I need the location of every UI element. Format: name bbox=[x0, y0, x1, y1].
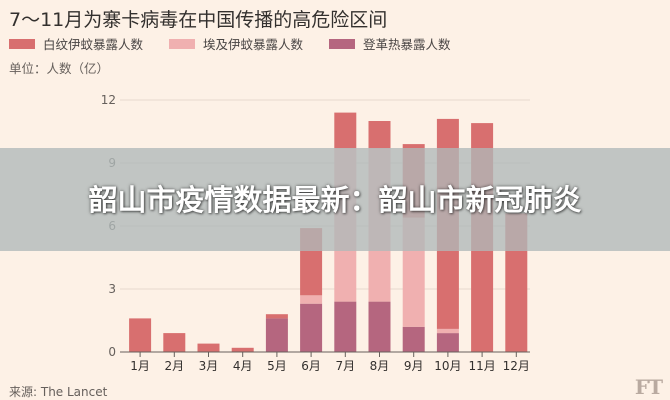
bar-segment bbox=[129, 318, 152, 352]
bar-segment bbox=[402, 326, 425, 352]
x-tick-label: 10月 bbox=[434, 359, 461, 373]
unit-label: 单位：人数（亿） bbox=[9, 61, 110, 76]
bar-segment bbox=[265, 318, 288, 352]
legend-item-0: 白纹伊蚊暴露人数 bbox=[9, 34, 143, 53]
legend-swatch bbox=[9, 38, 35, 49]
legend-label: 埃及伊蚊暴露人数 bbox=[203, 37, 304, 52]
bar-segment bbox=[334, 112, 357, 149]
y-tick-label: 0 bbox=[108, 345, 116, 359]
bar-segment bbox=[300, 303, 323, 352]
bar-segment bbox=[197, 343, 220, 352]
y-tick-label: 12 bbox=[101, 93, 116, 107]
legend-label: 登革热暴露人数 bbox=[363, 37, 451, 52]
x-tick-label: 8月 bbox=[370, 359, 390, 373]
x-tick-label: 9月 bbox=[404, 359, 424, 373]
bar-segment bbox=[368, 121, 391, 149]
bar-segment bbox=[334, 301, 357, 352]
chart-legend: 白纹伊蚊暴露人数 埃及伊蚊暴露人数 登革热暴露人数 bbox=[9, 34, 451, 53]
bar-segment bbox=[300, 295, 323, 304]
source-credit: 来源: The Lancet bbox=[9, 385, 108, 399]
x-tick-label: 3月 bbox=[199, 359, 219, 373]
legend-label: 白纹伊蚊暴露人数 bbox=[43, 37, 144, 52]
ft-logo: FT bbox=[634, 375, 663, 399]
x-tick-label: 6月 bbox=[301, 359, 321, 373]
headline-text: 韶山市疫情数据最新：韶山市新冠肺炎 bbox=[88, 182, 582, 217]
x-tick-label: 2月 bbox=[164, 359, 184, 373]
bar-segment bbox=[436, 328, 459, 334]
legend-swatch bbox=[169, 38, 196, 49]
chart-title: 7～11月为寨卡病毒在中国传播的高危险区间 bbox=[9, 9, 388, 31]
x-tick-label: 11月 bbox=[468, 359, 495, 373]
legend-swatch bbox=[329, 38, 356, 49]
bar-segment bbox=[163, 333, 186, 352]
legend-item-2: 登革热暴露人数 bbox=[329, 34, 451, 53]
bar-segment bbox=[265, 314, 288, 319]
x-tick-label: 7月 bbox=[335, 359, 355, 373]
y-tick-label: 3 bbox=[108, 282, 116, 296]
bar-segment bbox=[231, 347, 254, 352]
bar-segment bbox=[436, 333, 459, 352]
x-tick-label: 1月 bbox=[130, 359, 150, 373]
headline-banner: 韶山市疫情数据最新：韶山市新冠肺炎 bbox=[0, 148, 670, 251]
legend-item-1: 埃及伊蚊暴露人数 bbox=[169, 34, 303, 53]
bar-segment bbox=[368, 301, 391, 352]
x-tick-label: 4月 bbox=[233, 359, 253, 373]
x-tick-label: 5月 bbox=[267, 359, 287, 373]
x-tick-label: 12月 bbox=[503, 359, 530, 373]
